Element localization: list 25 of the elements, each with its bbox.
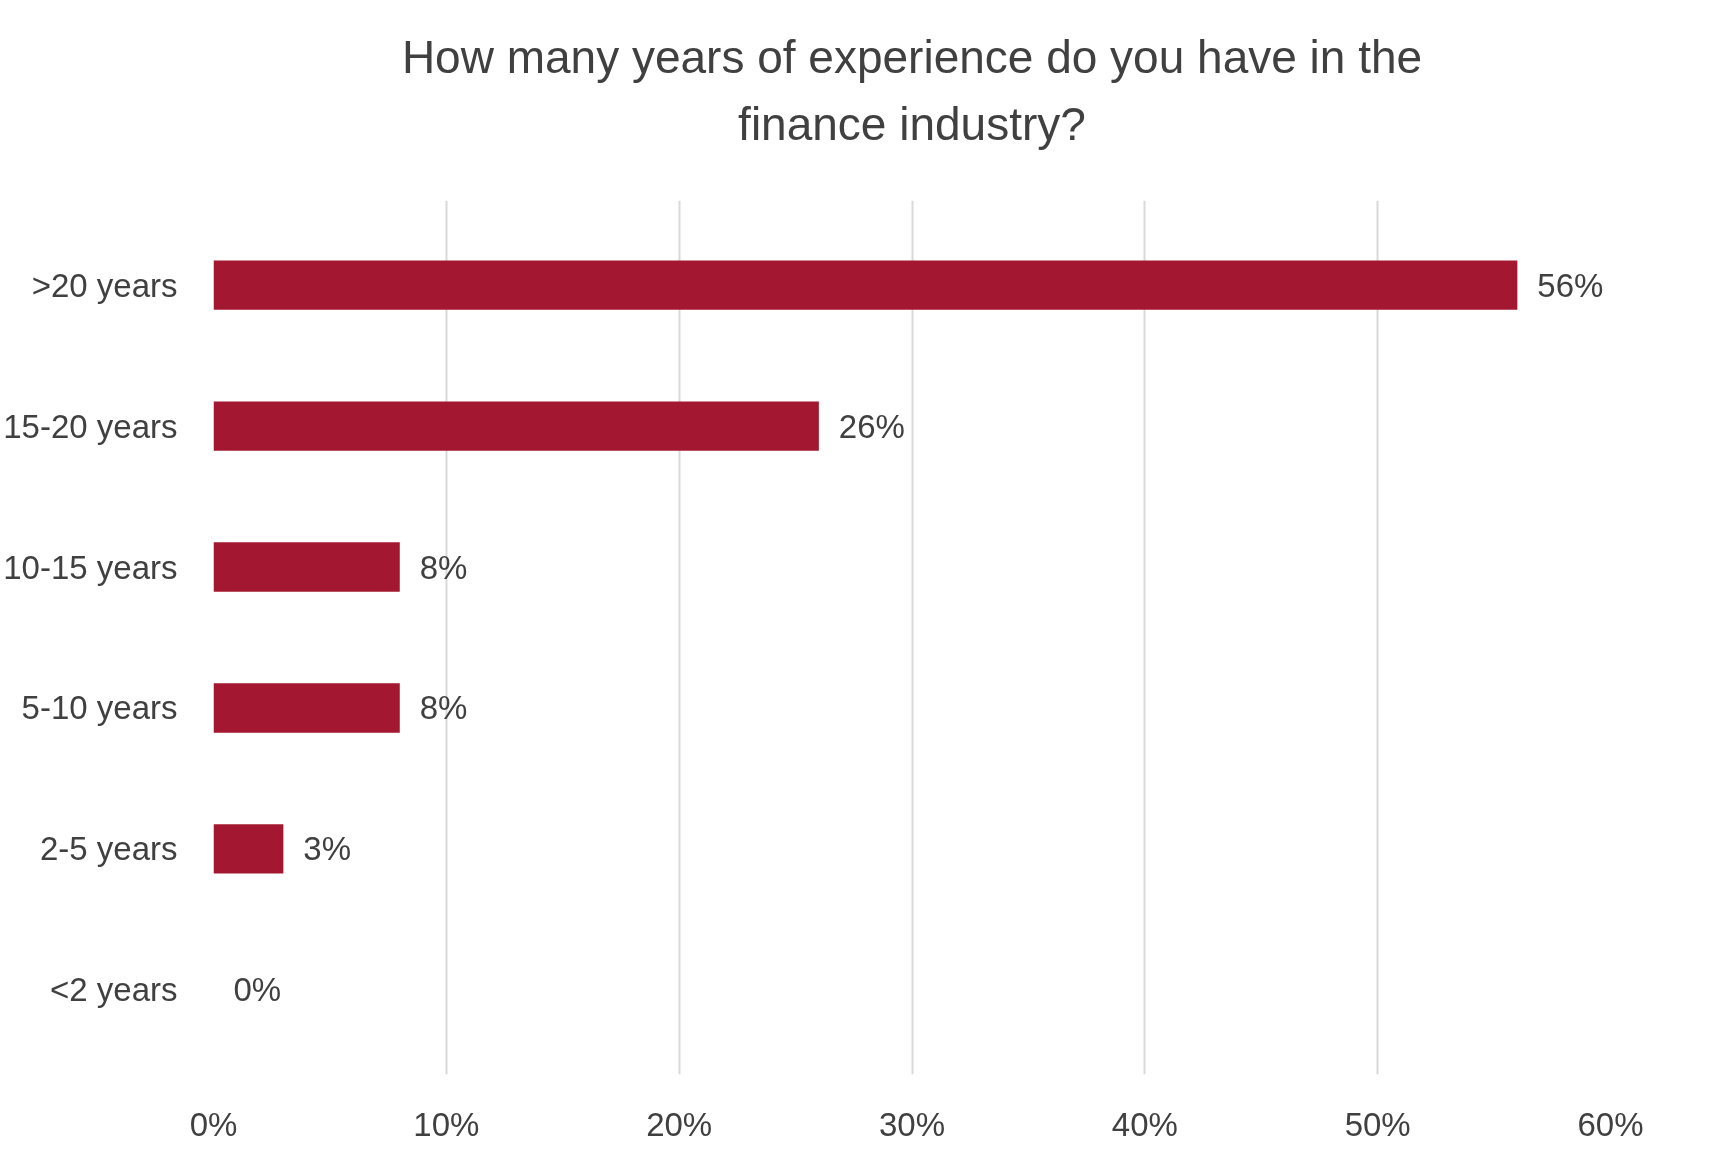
bar: [213, 542, 400, 592]
data-label: 26%: [838, 407, 905, 445]
x-tick-label: 30%: [878, 1105, 946, 1143]
x-tick-label: 60%: [1577, 1105, 1644, 1143]
y-tick-label: 2-5 years: [39, 830, 178, 868]
x-tick-label: 0%: [189, 1105, 238, 1143]
y-tick-label: 15-20 years: [3, 407, 178, 445]
data-label: 8%: [419, 548, 468, 586]
data-label: 0%: [233, 971, 282, 1009]
y-tick-label: >20 years: [31, 266, 178, 304]
x-tick-label: 10%: [413, 1105, 480, 1143]
x-tick-label: 50%: [1344, 1105, 1411, 1143]
x-tick-label: 40%: [1111, 1105, 1178, 1143]
x-tick-label: 20%: [646, 1105, 713, 1143]
y-tick-label: 5-10 years: [21, 689, 178, 727]
data-label: 8%: [419, 689, 468, 727]
data-label: 56%: [1537, 266, 1604, 304]
bar: [213, 260, 1518, 310]
y-tick-label: 10-15 years: [3, 548, 178, 586]
bar: [213, 683, 400, 733]
y-tick-label: <2 years: [50, 971, 178, 1009]
bar: [213, 401, 819, 451]
data-label: 3%: [303, 830, 352, 868]
bar: [213, 824, 284, 874]
chart-title: How many years of experience do you have in the finance industry?: [401, 30, 1423, 151]
